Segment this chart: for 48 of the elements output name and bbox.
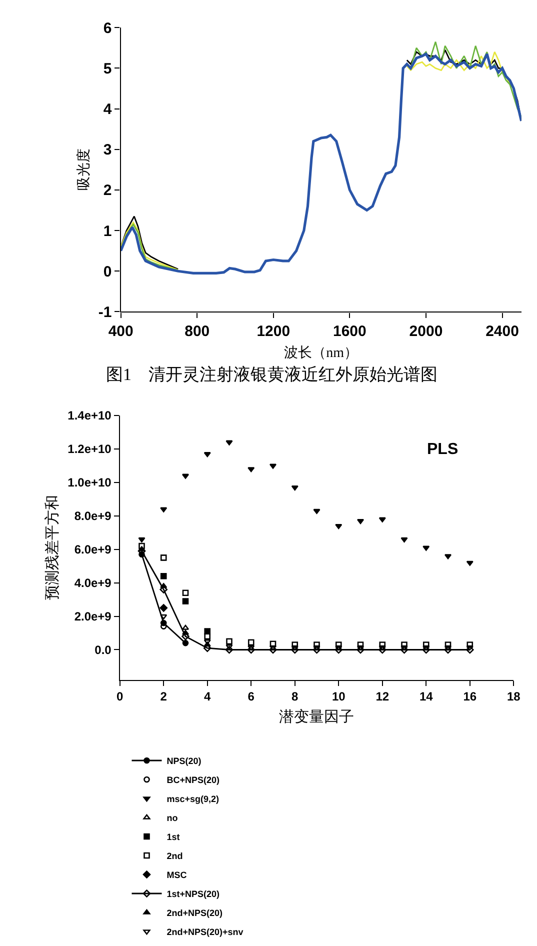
y-tick-label: 5 (103, 60, 112, 78)
x-tick-label: 0 (116, 689, 124, 704)
y-axis-title: 预测残差平方和 (44, 495, 61, 600)
x-axis-title: 波长（nm） (284, 345, 358, 362)
y-tick-label: 1 (103, 222, 112, 240)
annotation: PLS (427, 441, 458, 458)
caption: 图1 清开灵注射液银黄液近红外原始光谱图 (106, 365, 438, 384)
x-tick-label: 1200 (256, 322, 290, 340)
y-tick-label: 4.0e+9 (74, 576, 112, 590)
legend-label: NPS(20) (166, 756, 202, 766)
y-axis-title: 吸光度 (76, 148, 92, 191)
x-axis-title: 潜变量因子 (279, 708, 354, 726)
y-tick-label: 1.4e+10 (68, 408, 112, 423)
y-tick-label: 0 (103, 263, 112, 280)
y-tick-label: 2.0e+9 (74, 609, 112, 624)
y-tick-label: 1.0e+10 (68, 476, 112, 490)
x-tick-label: 1600 (333, 322, 366, 340)
x-tick-label: 12 (376, 689, 390, 704)
legend-label: no (166, 813, 178, 824)
legend-label: 2nd (166, 851, 183, 862)
x-tick-label: 4 (204, 689, 212, 704)
x-tick-label: 2400 (486, 322, 519, 340)
legend-label: BC+NPS(20) (166, 775, 220, 786)
x-tick-label: 14 (419, 689, 434, 704)
y-tick-label: 6.0e+9 (74, 542, 112, 557)
x-tick-label: 8 (292, 689, 299, 704)
x-tick-label: 2 (160, 689, 168, 704)
y-tick-label: 3 (103, 142, 112, 159)
x-tick-label: 6 (248, 689, 255, 704)
y-tick-label: 1.2e+10 (68, 442, 112, 456)
x-tick-label: 10 (332, 689, 346, 704)
y-tick-label: 2 (103, 182, 112, 200)
legend-label: MSC (166, 870, 188, 880)
x-tick-label: 16 (463, 689, 477, 704)
legend-label: 2nd+NPS(20) (166, 908, 223, 918)
y-tick-label: 0.0 (94, 642, 112, 657)
legend-label: 2nd+NPS(20)+snv (166, 927, 244, 938)
y-tick-label: 4 (103, 101, 112, 118)
x-tick-label: 18 (506, 689, 521, 704)
x-tick-label: 800 (184, 322, 210, 340)
legend-label: 1st (166, 832, 180, 842)
x-tick-label: 2000 (409, 322, 443, 340)
legend-label: msc+sg(9,2) (166, 794, 220, 804)
y-tick-label: 6 (103, 20, 112, 37)
y-tick-label: 8.0e+9 (74, 509, 112, 524)
y-tick-label: -1 (98, 304, 112, 321)
x-tick-label: 400 (108, 322, 134, 340)
legend-label: 1st+NPS(20) (166, 889, 220, 900)
